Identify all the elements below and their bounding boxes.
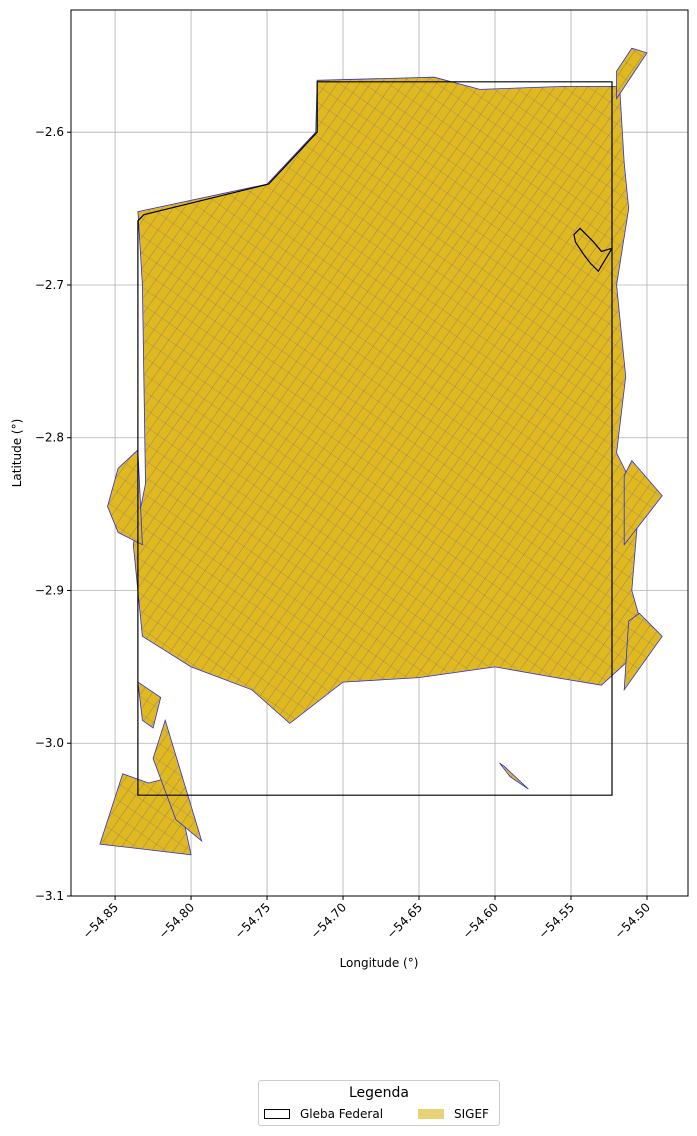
legend-label-sigef: SIGEF (454, 1107, 489, 1121)
gleba-federal-layer (137, 81, 613, 796)
x-tick-label-3: −54.70 (308, 900, 349, 941)
sigef-parcel-subdivisions-8 (616, 48, 647, 99)
y-tick-label-4: −3.0 (35, 736, 64, 750)
legend-title: Legenda (348, 1085, 409, 1101)
y-tick-label-2: −2.8 (35, 431, 64, 445)
legend-label-gleba: Gleba Federal (300, 1107, 384, 1121)
sigef-parcel-subdivisions-7 (624, 613, 663, 690)
x-axis-label: Longitude (°) (340, 956, 419, 970)
x-tick-label-1: −54.80 (156, 900, 197, 941)
legend-entry-sigef: SIGEF (418, 1107, 489, 1121)
y-tick-label-5: −3.1 (35, 889, 64, 903)
legend-swatch-gleba (264, 1109, 290, 1119)
y-axis-label: Latitude (°) (10, 419, 24, 488)
legend: Legenda Gleba Federal SIGEF (258, 1080, 500, 1126)
x-tick-label-6: −54.55 (536, 900, 577, 941)
x-tick-label-5: −54.60 (460, 900, 501, 941)
plot-frame (70, 9, 689, 897)
sigef-parcel-subdivisions-2 (137, 682, 161, 728)
y-tick-label-0: −2.6 (35, 125, 64, 139)
sigef-parcel-subdivisions-6 (624, 460, 663, 545)
sigef-parcel-subdivisions-5 (499, 763, 529, 790)
y-tick-label-3: −2.9 (35, 583, 64, 597)
x-tick-label-0: −54.85 (80, 900, 121, 941)
sigef-parcels-layer (99, 47, 663, 856)
gleba-federal-boundary (137, 81, 613, 796)
legend-entry-gleba: Gleba Federal (264, 1107, 383, 1121)
sigef-parcel-subdivisions-0 (133, 77, 648, 724)
x-tick-label-4: −54.65 (384, 900, 425, 941)
legend-swatch-sigef (418, 1109, 444, 1119)
sigef-parcel-subdivisions-1 (107, 449, 143, 545)
y-tick-label-1: −2.7 (35, 278, 64, 292)
x-tick-label-2: −54.75 (232, 900, 273, 941)
x-tick-label-7: −54.50 (612, 900, 653, 941)
sigef-parcel-subdivisions-4 (153, 720, 202, 841)
